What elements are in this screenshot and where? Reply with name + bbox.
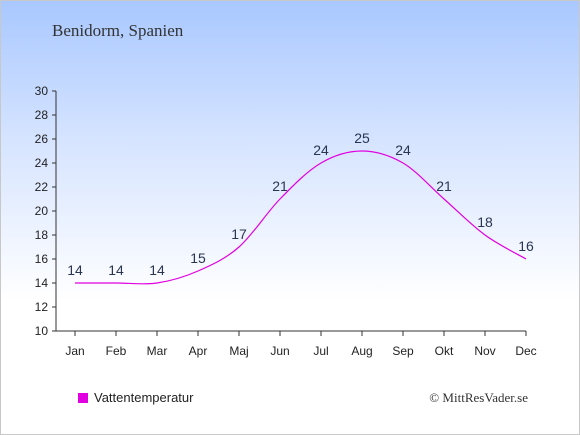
x-tick-label: Dec <box>515 344 536 358</box>
x-tick-label: Feb <box>106 344 127 358</box>
series-line <box>74 150 527 285</box>
data-label: 15 <box>190 250 206 266</box>
data-label: 21 <box>436 178 452 194</box>
x-tick-label: Nov <box>474 344 495 358</box>
legend-swatch <box>78 392 88 403</box>
x-tick-label: Mar <box>147 344 168 358</box>
y-tick-label: 22 <box>35 180 49 194</box>
x-tick-label: Sep <box>392 344 414 358</box>
x-tick-label: Apr <box>189 344 208 358</box>
y-tick-label: 10 <box>35 324 49 338</box>
data-label: 24 <box>313 142 329 158</box>
data-label: 17 <box>231 226 247 242</box>
x-tick-label: Okt <box>435 344 454 358</box>
data-label: 18 <box>477 214 493 230</box>
x-tick-label: Maj <box>229 344 248 358</box>
x-tick-label: Jul <box>313 344 328 358</box>
y-tick-label: 30 <box>35 84 49 98</box>
y-tick-label: 18 <box>35 228 49 242</box>
data-label: 21 <box>272 178 288 194</box>
legend: Vattentemperatur <box>78 390 193 405</box>
y-tick-label: 20 <box>35 204 49 218</box>
data-label: 24 <box>395 142 411 158</box>
y-tick-label: 28 <box>35 108 49 122</box>
legend-label: Vattentemperatur <box>94 390 194 405</box>
x-tick-label: Jun <box>270 344 289 358</box>
y-tick-label: 14 <box>35 276 49 290</box>
data-label: 14 <box>67 262 83 278</box>
data-label: 14 <box>108 262 124 278</box>
y-tick-label: 24 <box>35 156 49 170</box>
data-label: 25 <box>354 130 370 146</box>
y-tick-label: 12 <box>35 300 49 314</box>
data-label: 16 <box>518 238 534 254</box>
x-tick-label: Jan <box>65 344 84 358</box>
data-label: 14 <box>149 262 165 278</box>
x-tick-label: Aug <box>351 344 372 358</box>
y-tick-label: 26 <box>35 132 49 146</box>
chart-title: Benidorm, Spanien <box>52 21 184 40</box>
y-tick-label: 16 <box>35 252 49 266</box>
credit-text: © MittResVader.se <box>429 390 528 405</box>
